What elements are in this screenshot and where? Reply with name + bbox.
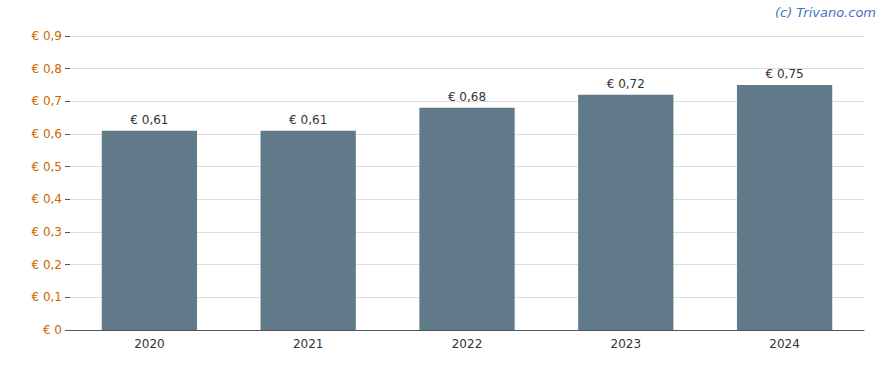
svg-text:2024: 2024 bbox=[769, 337, 800, 351]
svg-text:€ 0,2: € 0,2 bbox=[31, 258, 62, 272]
svg-text:€ 0,1: € 0,1 bbox=[31, 290, 62, 304]
svg-text:(c) Trivano.com: (c) Trivano.com bbox=[775, 5, 876, 20]
svg-text:€ 0,5: € 0,5 bbox=[31, 160, 62, 174]
svg-text:€ 0,61: € 0,61 bbox=[130, 113, 168, 127]
svg-text:€ 0,7: € 0,7 bbox=[31, 94, 62, 108]
svg-text:€ 0,61: € 0,61 bbox=[289, 113, 327, 127]
svg-text:€ 0,75: € 0,75 bbox=[766, 67, 804, 81]
svg-text:€ 0,9: € 0,9 bbox=[31, 29, 62, 43]
svg-text:€ 0,3: € 0,3 bbox=[31, 225, 62, 239]
svg-text:2023: 2023 bbox=[611, 337, 642, 351]
svg-text:2022: 2022 bbox=[452, 337, 483, 351]
svg-text:2021: 2021 bbox=[293, 337, 324, 351]
svg-text:€ 0,8: € 0,8 bbox=[31, 62, 62, 76]
svg-text:€ 0,4: € 0,4 bbox=[31, 192, 62, 206]
svg-text:€ 0,6: € 0,6 bbox=[31, 127, 62, 141]
svg-text:2020: 2020 bbox=[134, 337, 165, 351]
svg-text:€ 0: € 0 bbox=[43, 323, 62, 337]
svg-text:€ 0,68: € 0,68 bbox=[448, 90, 486, 104]
svg-text:€ 0,72: € 0,72 bbox=[607, 77, 645, 91]
